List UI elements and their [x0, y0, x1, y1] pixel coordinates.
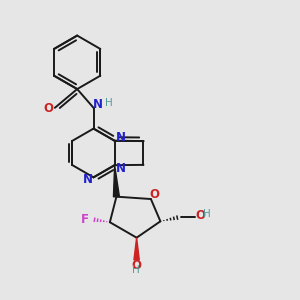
Text: F: F [81, 213, 89, 226]
Text: H: H [133, 266, 140, 275]
Text: N: N [82, 173, 93, 186]
Text: O: O [43, 102, 53, 115]
Polygon shape [134, 238, 139, 260]
Polygon shape [113, 165, 119, 197]
Text: O: O [195, 209, 205, 222]
Text: O: O [149, 188, 160, 201]
Text: N: N [116, 131, 126, 144]
Text: N: N [116, 162, 126, 175]
Text: N: N [92, 98, 102, 111]
Text: H: H [203, 208, 211, 219]
Text: H: H [104, 98, 112, 108]
Text: O: O [131, 260, 141, 272]
